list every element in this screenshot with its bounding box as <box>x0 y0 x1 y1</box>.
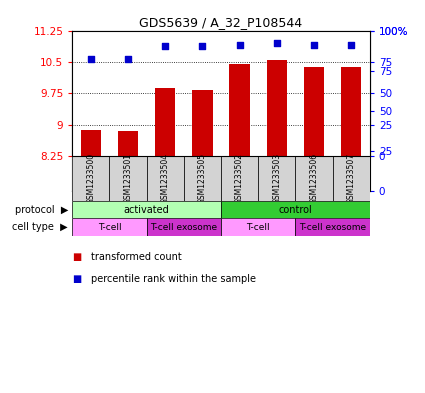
Point <box>162 43 169 50</box>
Point <box>125 55 131 62</box>
Text: percentile rank within the sample: percentile rank within the sample <box>91 274 256 284</box>
FancyBboxPatch shape <box>221 156 258 201</box>
FancyBboxPatch shape <box>147 156 184 201</box>
Text: T-cell exosome: T-cell exosome <box>299 222 366 231</box>
FancyBboxPatch shape <box>221 201 370 219</box>
FancyBboxPatch shape <box>72 201 221 219</box>
Text: GSM1233504: GSM1233504 <box>161 153 170 204</box>
Point <box>311 42 317 48</box>
Text: cell type  ▶: cell type ▶ <box>12 222 68 232</box>
Point <box>199 43 206 50</box>
Bar <box>341 68 361 156</box>
Bar <box>155 88 176 156</box>
Text: GSM1233506: GSM1233506 <box>309 153 318 204</box>
Text: GSM1233501: GSM1233501 <box>124 153 133 204</box>
FancyBboxPatch shape <box>332 156 370 201</box>
FancyBboxPatch shape <box>295 156 332 201</box>
Text: ■: ■ <box>72 274 82 284</box>
Point <box>88 55 94 62</box>
Text: GSM1233505: GSM1233505 <box>198 153 207 204</box>
Text: T-cell: T-cell <box>98 222 121 231</box>
Text: activated: activated <box>124 205 170 215</box>
Text: GSM1233500: GSM1233500 <box>86 153 95 204</box>
Text: T-cell exosome: T-cell exosome <box>150 222 217 231</box>
Text: control: control <box>278 205 312 215</box>
Text: GSM1233502: GSM1233502 <box>235 153 244 204</box>
FancyBboxPatch shape <box>184 156 221 201</box>
Title: GDS5639 / A_32_P108544: GDS5639 / A_32_P108544 <box>139 16 303 29</box>
Bar <box>192 90 212 156</box>
Point <box>236 42 243 48</box>
Point <box>348 42 354 48</box>
Bar <box>266 60 287 156</box>
Text: transformed count: transformed count <box>91 252 182 263</box>
FancyBboxPatch shape <box>258 156 295 201</box>
Text: GSM1233503: GSM1233503 <box>272 153 281 204</box>
Text: GSM1233507: GSM1233507 <box>347 153 356 204</box>
FancyBboxPatch shape <box>72 156 109 201</box>
Bar <box>230 64 250 156</box>
FancyBboxPatch shape <box>147 219 221 236</box>
FancyBboxPatch shape <box>295 219 370 236</box>
Point <box>273 39 280 46</box>
Text: protocol  ▶: protocol ▶ <box>14 205 68 215</box>
FancyBboxPatch shape <box>109 156 147 201</box>
FancyBboxPatch shape <box>221 219 295 236</box>
Bar <box>304 68 324 156</box>
Bar <box>118 131 138 156</box>
FancyBboxPatch shape <box>72 219 147 236</box>
Bar <box>81 130 101 156</box>
Text: ■: ■ <box>72 252 82 263</box>
Text: T-cell: T-cell <box>246 222 270 231</box>
